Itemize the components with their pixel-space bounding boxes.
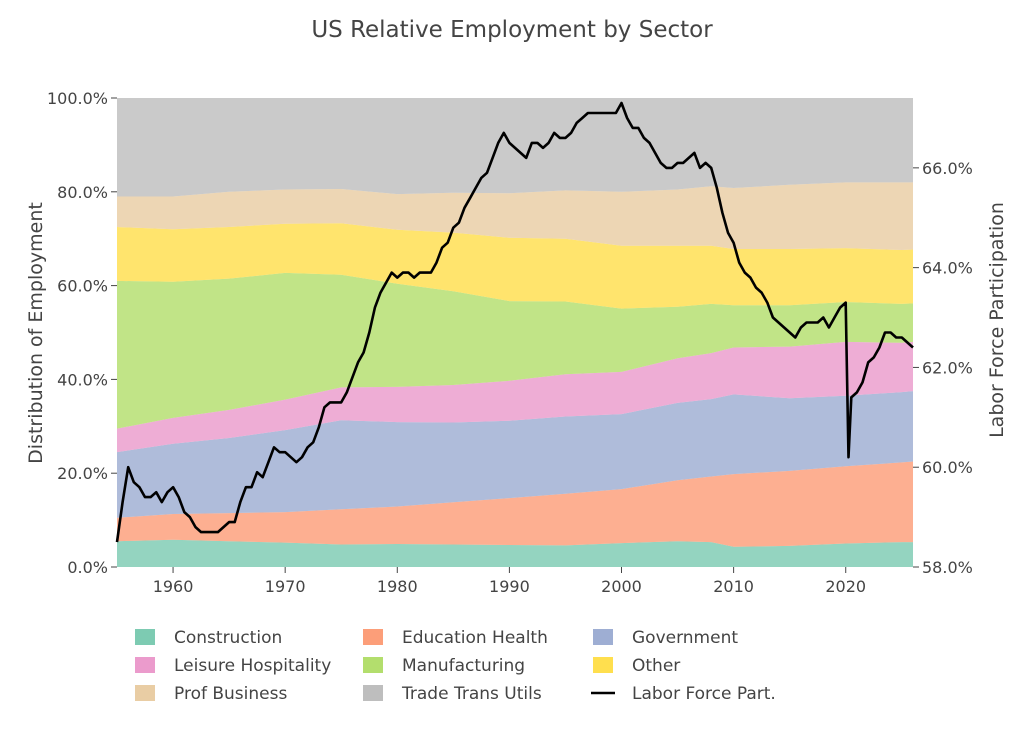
legend-swatch-prof-business — [135, 685, 155, 701]
y2-tick-label: 62.0% — [922, 358, 973, 377]
axes: 0.0% 20.0% 40.0% 60.0% 80.0% 100.0% 58.0% 60.0%… — [47, 89, 973, 596]
legend-label-manufacturing: Manufacturing — [402, 656, 525, 676]
legend: Construction Education Health Government Le… — [135, 628, 776, 704]
area-other — [117, 223, 913, 309]
y2-tick-label: 58.0% — [922, 558, 973, 577]
x-tick-label: 1980 — [377, 577, 418, 596]
x-tick-label: 2020 — [825, 577, 866, 596]
legend-label-construction: Construction — [174, 628, 282, 648]
area-prof-business — [117, 182, 913, 250]
legend-swatch-government — [593, 629, 613, 645]
legend-label-labor-force-part: Labor Force Part. — [632, 684, 776, 704]
legend-label-trade-trans-utils: Trade Trans Utils — [401, 684, 542, 704]
legend-label-leisure-hospitality: Leisure Hospitality — [174, 656, 331, 676]
y-tick-label: 60.0% — [57, 277, 108, 296]
legend-swatch-manufacturing — [363, 657, 383, 673]
legend-label-prof-business: Prof Business — [174, 684, 287, 704]
x-tick-label: 1970 — [265, 577, 306, 596]
y-axis-title: Distribution of Employment — [25, 202, 47, 464]
plot-area — [115, 98, 914, 567]
y2-axis-title: Labor Force Participation — [986, 202, 1008, 438]
y2-tick-label: 64.0% — [922, 259, 973, 278]
area-manufacturing — [117, 272, 913, 429]
legend-swatch-other — [593, 657, 613, 673]
legend-label-education-health: Education Health — [402, 628, 548, 648]
legend-label-government: Government — [632, 628, 738, 648]
legend-swatch-trade-trans-utils — [363, 685, 383, 701]
x-tick-label: 2000 — [601, 577, 642, 596]
y2-tick-label: 60.0% — [922, 458, 973, 477]
y-tick-label: 80.0% — [57, 183, 108, 202]
legend-swatch-leisure-hospitality — [135, 657, 155, 673]
legend-label-other: Other — [632, 656, 680, 676]
y2-tick-label: 66.0% — [922, 159, 973, 178]
x-tick-label: 1960 — [153, 577, 194, 596]
area-construction — [117, 539, 913, 567]
y-tick-label: 20.0% — [57, 464, 108, 483]
line-labor-force-participation — [115, 101, 914, 543]
y-tick-label: 100.0% — [47, 89, 108, 108]
area-education-health — [117, 461, 913, 547]
x-tick-label: 1990 — [489, 577, 530, 596]
area-government — [117, 391, 913, 518]
y-tick-label: 40.0% — [57, 370, 108, 389]
y-tick-label: 0.0% — [67, 558, 108, 577]
chart-title: US Relative Employment by Sector — [311, 17, 713, 43]
legend-swatch-education-health — [363, 629, 383, 645]
area-leisure-hospitality — [117, 341, 913, 453]
x-tick-label: 2010 — [713, 577, 754, 596]
legend-swatch-construction — [135, 629, 155, 645]
